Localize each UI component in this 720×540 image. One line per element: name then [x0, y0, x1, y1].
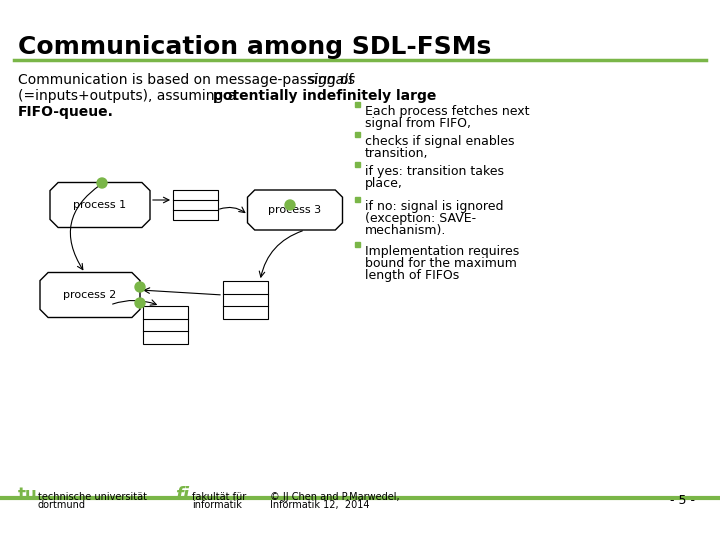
Circle shape — [285, 200, 295, 210]
Text: process 1: process 1 — [73, 200, 127, 210]
Bar — [355, 197, 360, 202]
Text: place,: place, — [365, 177, 403, 190]
Circle shape — [135, 282, 145, 292]
Text: process 2: process 2 — [63, 290, 117, 300]
Text: if no: signal is ignored: if no: signal is ignored — [365, 200, 503, 213]
Text: process 3: process 3 — [269, 205, 322, 215]
Text: signals: signals — [308, 73, 356, 87]
Text: checks if signal enables: checks if signal enables — [365, 135, 515, 148]
Text: length of FIFOs: length of FIFOs — [365, 269, 459, 282]
Text: FIFO-queue.: FIFO-queue. — [18, 105, 114, 119]
Text: Each process fetches next: Each process fetches next — [365, 105, 529, 118]
Bar — [173, 190, 217, 220]
Text: potentially indefinitely large: potentially indefinitely large — [213, 89, 436, 103]
Text: signal from FIFO,: signal from FIFO, — [365, 117, 471, 130]
Bar — [222, 281, 268, 319]
Circle shape — [135, 298, 145, 308]
Text: fi: fi — [175, 486, 189, 504]
Text: - 5 -: - 5 - — [670, 494, 695, 507]
Bar — [355, 132, 360, 137]
Bar — [355, 242, 360, 247]
Text: Implementation requires: Implementation requires — [365, 245, 519, 258]
Text: transition,: transition, — [365, 147, 428, 160]
Text: (=inputs+outputs), assuming a: (=inputs+outputs), assuming a — [18, 89, 240, 103]
Text: tu: tu — [18, 486, 37, 504]
Text: if yes: transition takes: if yes: transition takes — [365, 165, 504, 178]
Bar — [143, 306, 187, 344]
Text: mechanism).: mechanism). — [365, 224, 446, 237]
Text: Communication is based on message-passing of: Communication is based on message-passin… — [18, 73, 358, 87]
Bar — [355, 102, 360, 107]
Circle shape — [97, 178, 107, 188]
Text: fakultät für: fakultät für — [192, 492, 246, 502]
Text: Informatik 12,  2014: Informatik 12, 2014 — [270, 500, 369, 510]
Text: © JJ Chen and P.Marwedel,: © JJ Chen and P.Marwedel, — [270, 492, 400, 502]
Bar — [355, 162, 360, 167]
Text: dortmund: dortmund — [38, 500, 86, 510]
Text: bound for the maximum: bound for the maximum — [365, 257, 517, 270]
Text: informatik: informatik — [192, 500, 242, 510]
Text: technische universität: technische universität — [38, 492, 147, 502]
Text: (exception: SAVE-: (exception: SAVE- — [365, 212, 476, 225]
Text: Communication among SDL-FSMs: Communication among SDL-FSMs — [18, 35, 491, 59]
